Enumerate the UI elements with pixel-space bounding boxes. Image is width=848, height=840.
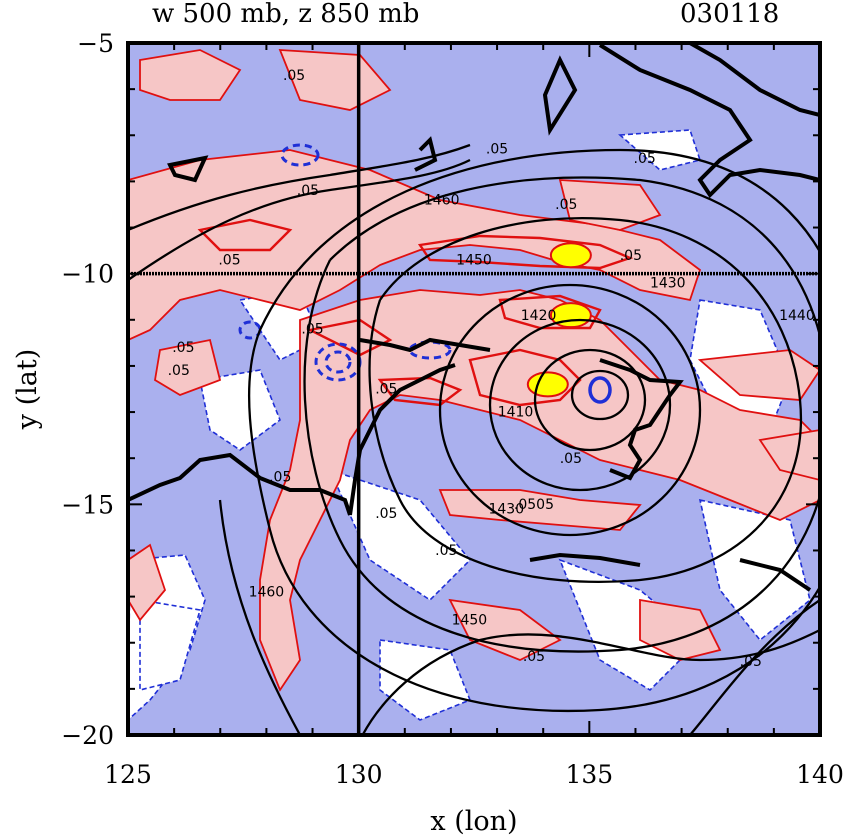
contour-label: 1450 <box>452 612 488 628</box>
negative-w-core <box>588 376 612 404</box>
x-tick-label: 130 <box>335 760 383 789</box>
chart-title: w 500 mb, z 850 mb <box>152 0 419 29</box>
plot-frame <box>126 41 822 737</box>
axis-ticks <box>127 42 821 736</box>
contour-label: .05 <box>523 649 545 665</box>
contour-label: .05 <box>560 451 582 467</box>
reference-lines <box>128 43 820 735</box>
x-axis-title: x (lon) <box>430 806 517 837</box>
chart-date: 030118 <box>680 0 779 29</box>
contour-label: 1440 <box>779 308 815 324</box>
contour-labels: 1460 1450 1430 1440 1430 1450 1460 1420 1410 .05.… <box>168 68 815 670</box>
y-tick-label: −20 <box>61 721 114 750</box>
contour-label: .05 <box>297 183 319 199</box>
coastline <box>128 43 820 592</box>
contour-label: .05 <box>555 197 577 213</box>
y-tick-label: −15 <box>61 490 114 519</box>
tick-labels: 125 130 135 140 −5 −10 −15 −20 <box>61 29 844 789</box>
y-tick-label: −10 <box>61 260 114 289</box>
contour-label: 1410 <box>498 405 534 421</box>
contour-label: .05 <box>620 248 642 264</box>
contour-label: 1460 <box>249 585 285 601</box>
contour-label: .05 <box>168 363 190 379</box>
contour-label: .05 <box>172 340 194 356</box>
contour-label: 1430 <box>488 502 524 518</box>
contour-label: .0505 <box>514 497 554 513</box>
contour-label: .05 <box>435 543 457 559</box>
contour-label: 1450 <box>456 252 492 268</box>
x-tick-label: 125 <box>104 760 152 789</box>
x-tick-label: 135 <box>565 760 613 789</box>
contour-label: 1420 <box>521 308 557 324</box>
height-contours <box>128 143 820 735</box>
w-maximum-0 <box>549 242 592 269</box>
contour-label: .05 <box>740 654 762 670</box>
contour-label: .05 <box>269 469 291 485</box>
contour-label: 1430 <box>650 276 686 292</box>
contour-label: .05 <box>218 252 240 268</box>
contour-label: .05 <box>486 142 508 158</box>
contour-label: 1460 <box>424 192 460 208</box>
y-tick-label: −5 <box>77 29 114 58</box>
contour-label: .05 <box>283 68 305 84</box>
contour-label: .05 <box>375 382 397 398</box>
contour-label: .05 <box>301 322 323 338</box>
contour-label: .05 <box>375 506 397 522</box>
contour-label: .05 <box>634 151 656 167</box>
y-axis-title: y (lat) <box>12 349 43 431</box>
x-tick-label: 140 <box>796 760 844 789</box>
w-maximum-2 <box>526 371 569 398</box>
